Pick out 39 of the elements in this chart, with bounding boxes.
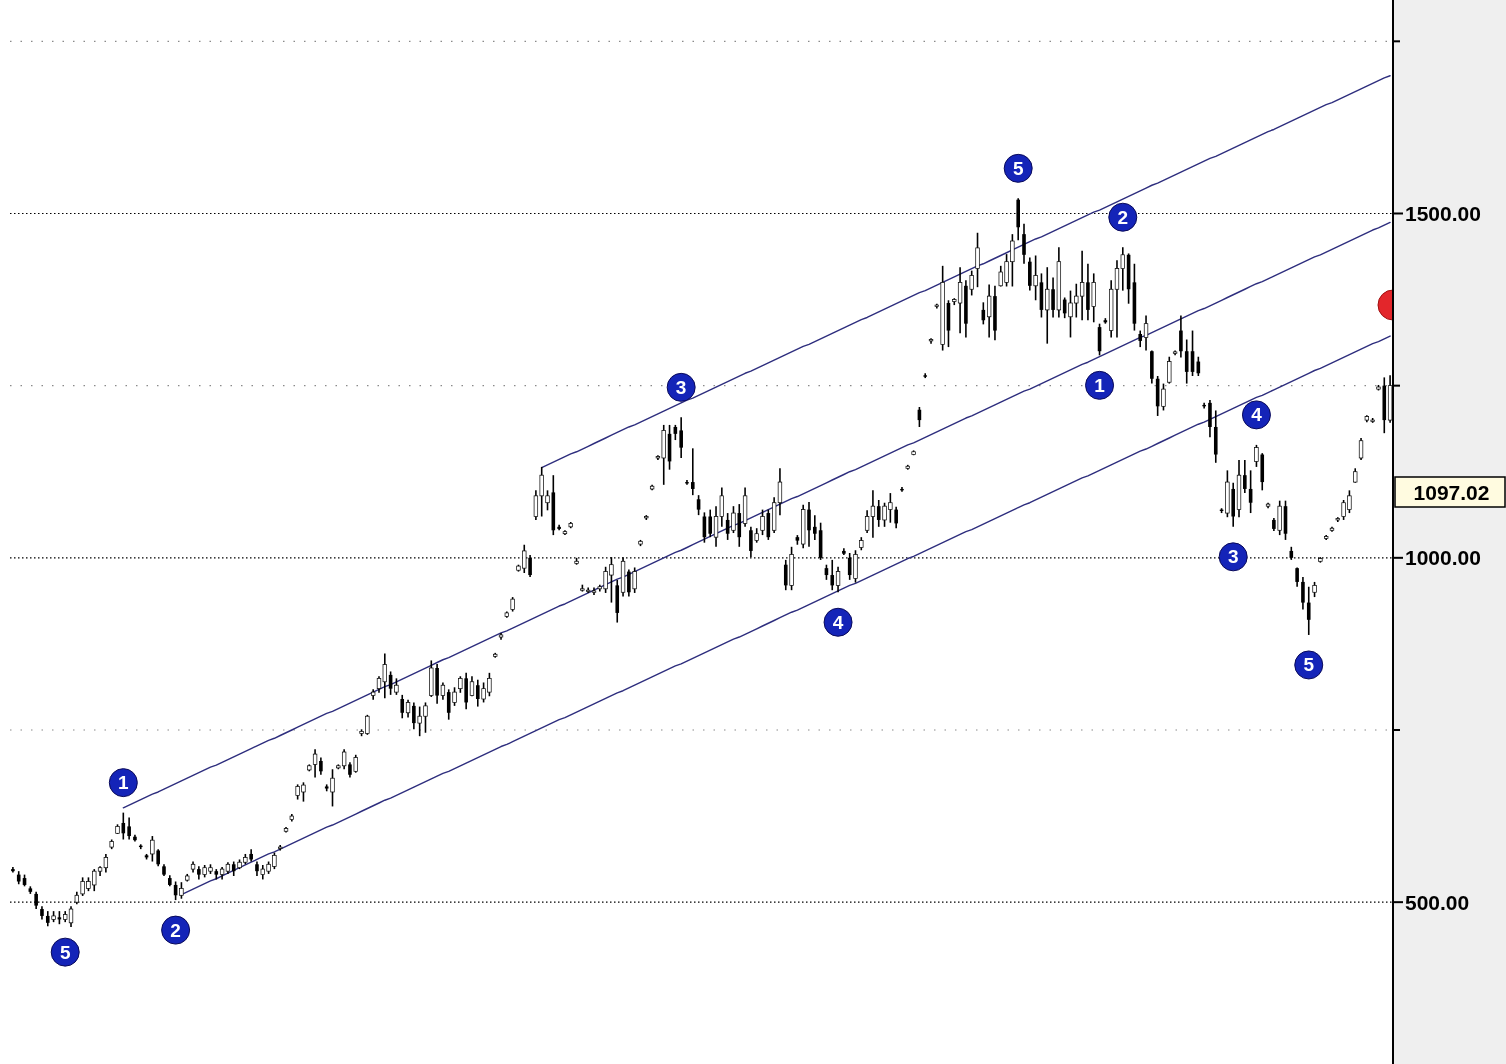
text: 2 — [1117, 206, 1129, 228]
text: 4 — [832, 611, 844, 633]
candlestick — [1306, 585, 1311, 636]
text: 5 — [59, 941, 71, 963]
candlestick — [1184, 338, 1189, 385]
text: 1 — [1094, 374, 1105, 396]
candlestick — [813, 514, 817, 541]
candlestick — [1295, 566, 1299, 588]
candlestick — [1243, 459, 1247, 494]
candlestick — [835, 565, 841, 594]
candlestick — [679, 416, 683, 459]
candlestick — [760, 508, 765, 536]
candlestick — [690, 447, 695, 496]
candlestick — [400, 694, 405, 720]
text: 1097.02 — [1413, 480, 1490, 504]
candlestick — [1143, 314, 1149, 352]
candlestick — [708, 508, 713, 538]
text: 1 — [118, 772, 129, 794]
text: 5 — [1012, 157, 1024, 179]
text: 5 — [1303, 654, 1315, 676]
candlestick — [1358, 437, 1364, 461]
candlestick — [1301, 576, 1305, 611]
candlestick — [127, 816, 131, 841]
candlestick — [1167, 355, 1172, 385]
candlestick — [1161, 382, 1166, 412]
text: 3 — [1227, 546, 1239, 568]
line-series — [541, 75, 1391, 469]
text: 3 — [675, 376, 687, 398]
text: 2 — [170, 919, 181, 941]
candlestick — [830, 559, 835, 591]
candlestick — [1179, 314, 1183, 359]
candlestick — [975, 231, 980, 288]
y-tick-label: 1500.00 — [1405, 201, 1481, 225]
y-tick-label: 1000.00 — [1405, 546, 1481, 570]
candlestick — [330, 768, 335, 808]
candlestick — [1022, 223, 1026, 265]
candlestick — [894, 506, 898, 530]
y-tick-label: 500.00 — [1405, 890, 1470, 914]
text: 4 — [1251, 404, 1262, 426]
